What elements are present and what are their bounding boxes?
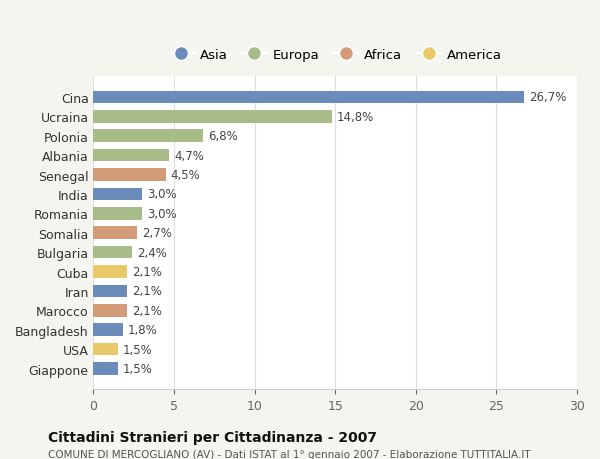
Text: 14,8%: 14,8% (337, 111, 374, 123)
Text: 4,7%: 4,7% (174, 149, 204, 162)
Text: 1,8%: 1,8% (127, 324, 157, 336)
Bar (94, 266, 127, 278)
Text: 2,1%: 2,1% (132, 304, 162, 317)
Text: 6,8%: 6,8% (208, 130, 238, 143)
Bar (94, 188, 142, 201)
Text: 2,1%: 2,1% (132, 285, 162, 298)
Bar (94, 304, 127, 317)
Text: 1,5%: 1,5% (122, 362, 152, 375)
Text: 26,7%: 26,7% (529, 91, 566, 104)
Text: 1,5%: 1,5% (122, 343, 152, 356)
Bar (94, 285, 127, 297)
Bar (94, 91, 524, 104)
Bar (94, 111, 332, 123)
Bar (94, 130, 203, 143)
Bar (94, 324, 122, 336)
Bar (94, 207, 142, 220)
Text: COMUNE DI MERCOGLIANO (AV) - Dati ISTAT al 1° gennaio 2007 - Elaborazione TUTTIT: COMUNE DI MERCOGLIANO (AV) - Dati ISTAT … (48, 449, 530, 459)
Text: 3,0%: 3,0% (146, 188, 176, 201)
Text: 2,1%: 2,1% (132, 265, 162, 279)
Bar (94, 150, 169, 162)
Text: 2,4%: 2,4% (137, 246, 167, 259)
Text: Cittadini Stranieri per Cittadinanza - 2007: Cittadini Stranieri per Cittadinanza - 2… (48, 430, 377, 444)
Bar (94, 169, 166, 181)
Text: 3,0%: 3,0% (146, 207, 176, 220)
Bar (94, 227, 137, 240)
Bar (94, 343, 118, 356)
Bar (94, 246, 132, 259)
Bar (94, 363, 118, 375)
Text: 2,7%: 2,7% (142, 227, 172, 240)
Legend: Asia, Europa, Africa, America: Asia, Europa, Africa, America (163, 43, 508, 67)
Text: 4,5%: 4,5% (171, 169, 200, 182)
